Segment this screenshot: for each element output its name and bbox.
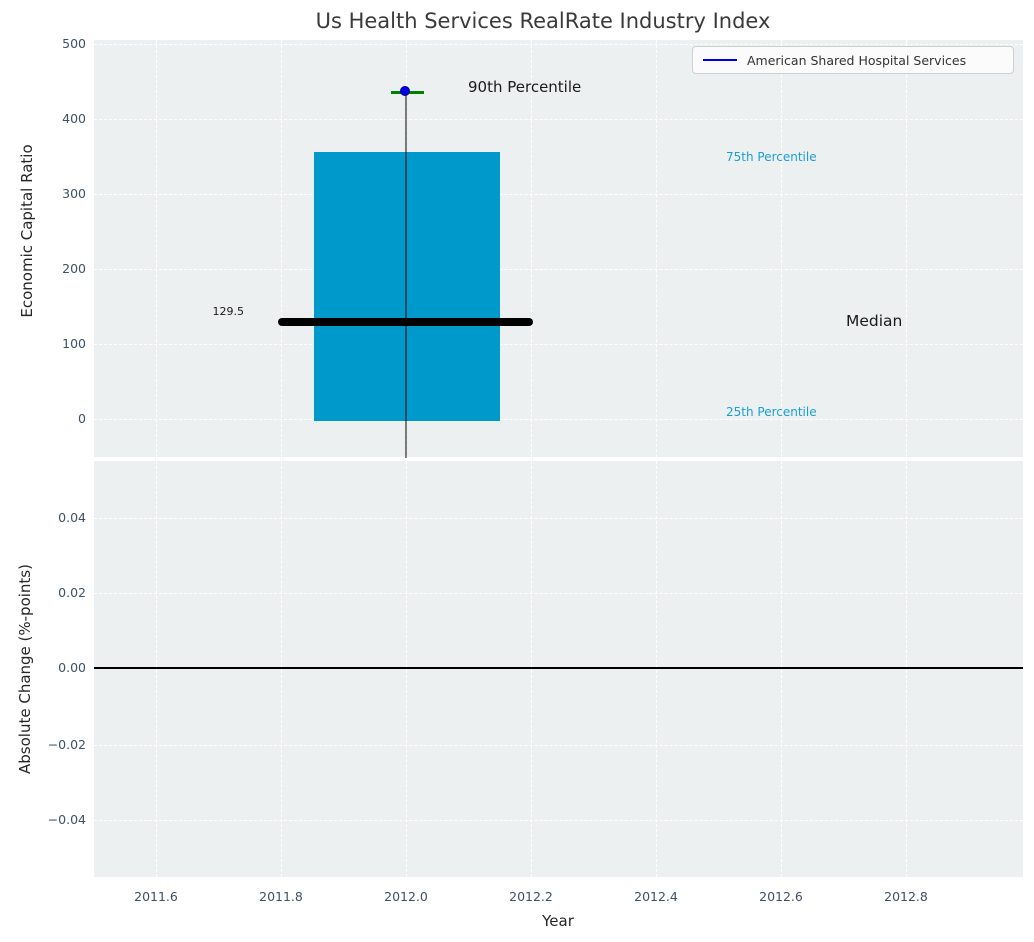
gridline xyxy=(94,745,1023,746)
y-tick-label: 0.02 xyxy=(58,585,86,600)
legend-line-sample xyxy=(703,59,737,61)
gridline xyxy=(94,269,1023,270)
y-tick-label: 0.04 xyxy=(58,510,86,525)
gridline xyxy=(281,461,282,877)
y-tick-label: 0 xyxy=(78,411,86,426)
gridline xyxy=(94,820,1023,821)
company-marker xyxy=(400,86,410,96)
y-tick-label: −0.02 xyxy=(47,737,86,752)
x-tick-label: 2012.4 xyxy=(634,889,678,904)
gridline xyxy=(94,419,1023,420)
chart-title: Us Health Services RealRate Industry Ind… xyxy=(315,9,771,33)
zero-baseline xyxy=(94,667,1023,669)
y-tick-label: 100 xyxy=(62,336,86,351)
top-axes: 90th Percentile 75th Percentile 25th Per… xyxy=(94,40,1023,458)
y-tick-label: 500 xyxy=(62,36,86,51)
gridline xyxy=(531,461,532,877)
gridline xyxy=(94,344,1023,345)
p90-annotation: 90th Percentile xyxy=(468,78,582,96)
median-value-label: 129.5 xyxy=(212,305,245,318)
iqr-box xyxy=(314,152,500,421)
whisker-line xyxy=(405,93,407,458)
gridline xyxy=(531,40,532,457)
gridline xyxy=(656,461,657,877)
bottom-axes xyxy=(94,461,1023,877)
gridline xyxy=(406,461,407,877)
x-tick-label: 2011.6 xyxy=(134,889,178,904)
x-tick-label: 2012.6 xyxy=(759,889,803,904)
median-annotation: Median xyxy=(846,312,903,330)
y-tick-label: 400 xyxy=(62,111,86,126)
x-tick-label: 2011.8 xyxy=(259,889,303,904)
gridline xyxy=(906,40,907,457)
legend: American Shared Hospital Services xyxy=(692,46,1014,74)
gridline xyxy=(94,194,1023,195)
y-tick-label: 300 xyxy=(62,186,86,201)
y-tick-label: 0.00 xyxy=(58,660,86,675)
x-tick-label: 2012.8 xyxy=(884,889,928,904)
bottom-y-axis-label: Absolute Change (%-points) xyxy=(16,564,34,774)
gridline xyxy=(656,40,657,457)
gridline xyxy=(94,518,1023,519)
median-line xyxy=(278,318,533,326)
x-tick-label: 2012.0 xyxy=(384,889,428,904)
p25-annotation: 25th Percentile xyxy=(726,405,817,419)
x-tick-label: 2012.2 xyxy=(509,889,553,904)
gridline xyxy=(781,40,782,457)
gridline xyxy=(156,40,157,457)
y-tick-label: −0.04 xyxy=(47,812,86,827)
gridline xyxy=(906,461,907,877)
legend-label: American Shared Hospital Services xyxy=(747,52,967,68)
gridline xyxy=(94,44,1023,45)
x-axis-label: Year xyxy=(542,912,574,930)
gridline xyxy=(156,461,157,877)
p75-annotation: 75th Percentile xyxy=(726,150,817,164)
gridline xyxy=(281,40,282,457)
y-tick-label: 200 xyxy=(62,261,86,276)
gridline xyxy=(94,119,1023,120)
gridline xyxy=(781,461,782,877)
gridline xyxy=(94,593,1023,594)
top-y-axis-label: Economic Capital Ratio xyxy=(18,144,36,318)
